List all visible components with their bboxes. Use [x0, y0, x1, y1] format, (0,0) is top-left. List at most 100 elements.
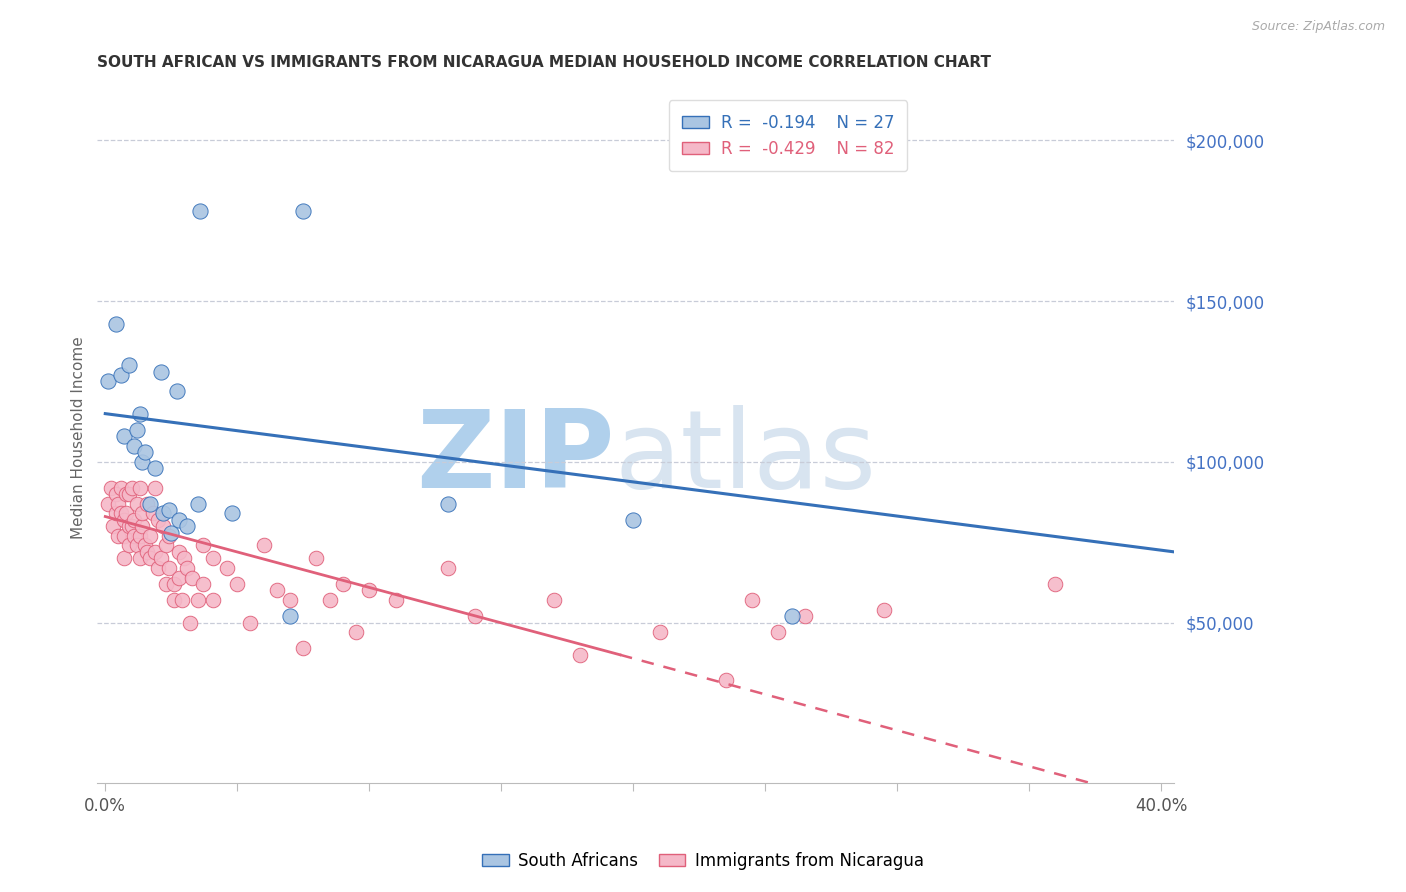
Point: [136, 497, 159, 511]
Point: [110, 481, 132, 495]
Point: [318, 593, 340, 607]
Point: [359, 583, 381, 598]
Point: [292, 204, 315, 219]
Point: [124, 529, 146, 543]
Point: [166, 384, 188, 398]
Point: [191, 577, 214, 591]
Point: [104, 506, 127, 520]
Point: [155, 577, 177, 591]
Point: [104, 487, 127, 501]
Point: [131, 506, 153, 520]
Point: [793, 609, 815, 624]
Point: [543, 593, 565, 607]
Point: [181, 571, 204, 585]
Point: [176, 519, 198, 533]
Point: [112, 551, 135, 566]
Point: [115, 487, 138, 501]
Point: [176, 561, 198, 575]
Point: [266, 583, 288, 598]
Point: [125, 538, 148, 552]
Point: [124, 439, 146, 453]
Point: [187, 593, 209, 607]
Point: [110, 506, 132, 520]
Point: [344, 625, 367, 640]
Point: [221, 506, 243, 520]
Point: [128, 529, 150, 543]
Point: [142, 506, 165, 520]
Point: [139, 551, 162, 566]
Y-axis label: Median Household Income: Median Household Income: [72, 336, 86, 539]
Text: atlas: atlas: [614, 406, 876, 511]
Legend: South Africans, Immigrants from Nicaragua: South Africans, Immigrants from Nicaragu…: [475, 846, 931, 877]
Point: [107, 497, 129, 511]
Point: [157, 503, 180, 517]
Point: [163, 577, 186, 591]
Point: [125, 497, 148, 511]
Point: [332, 577, 354, 591]
Point: [239, 615, 262, 630]
Point: [464, 609, 486, 624]
Point: [292, 641, 315, 656]
Point: [134, 538, 156, 552]
Point: [145, 461, 167, 475]
Point: [139, 497, 162, 511]
Point: [107, 529, 129, 543]
Point: [125, 423, 148, 437]
Point: [118, 359, 141, 373]
Point: [124, 513, 146, 527]
Legend: R =  -0.194    N = 27, R =  -0.429    N = 82: R = -0.194 N = 27, R = -0.429 N = 82: [669, 101, 907, 171]
Point: [112, 429, 135, 443]
Point: [100, 481, 122, 495]
Point: [131, 519, 153, 533]
Point: [149, 551, 172, 566]
Point: [152, 519, 174, 533]
Point: [437, 561, 460, 575]
Point: [768, 625, 790, 640]
Point: [173, 551, 195, 566]
Point: [97, 497, 120, 511]
Point: [187, 497, 209, 511]
Point: [170, 593, 193, 607]
Point: [128, 551, 150, 566]
Point: [145, 481, 167, 495]
Point: [278, 609, 301, 624]
Point: [215, 561, 238, 575]
Point: [128, 407, 150, 421]
Point: [648, 625, 671, 640]
Text: ZIP: ZIP: [416, 406, 614, 511]
Point: [202, 551, 225, 566]
Point: [136, 545, 159, 559]
Point: [163, 593, 186, 607]
Point: [118, 538, 141, 552]
Point: [188, 204, 211, 219]
Point: [97, 375, 120, 389]
Point: [569, 648, 592, 662]
Point: [714, 673, 737, 688]
Point: [226, 577, 249, 591]
Point: [118, 487, 141, 501]
Point: [139, 529, 162, 543]
Point: [741, 593, 763, 607]
Point: [146, 513, 169, 527]
Point: [202, 593, 225, 607]
Point: [384, 593, 406, 607]
Point: [157, 561, 180, 575]
Point: [103, 519, 125, 533]
Point: [128, 481, 150, 495]
Point: [145, 545, 167, 559]
Point: [146, 561, 169, 575]
Point: [253, 538, 276, 552]
Point: [191, 538, 214, 552]
Point: [134, 445, 156, 459]
Point: [621, 513, 644, 527]
Point: [104, 317, 127, 331]
Point: [121, 519, 143, 533]
Point: [112, 513, 135, 527]
Point: [157, 529, 180, 543]
Point: [167, 545, 190, 559]
Point: [112, 529, 135, 543]
Point: [152, 506, 174, 520]
Point: [167, 571, 190, 585]
Point: [160, 525, 183, 540]
Point: [278, 593, 301, 607]
